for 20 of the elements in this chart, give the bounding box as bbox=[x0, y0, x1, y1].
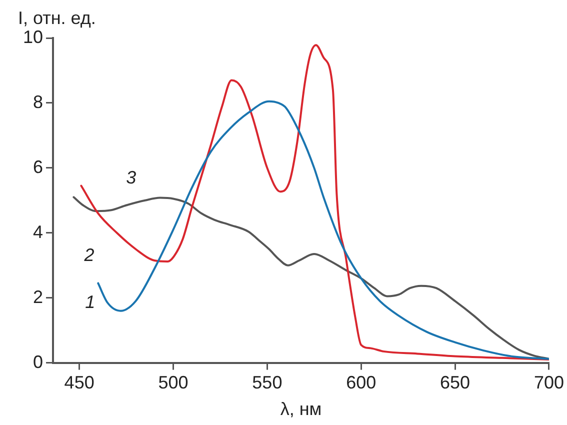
y-tick-label: 4 bbox=[33, 222, 44, 242]
y-tick-label: 10 bbox=[22, 26, 44, 47]
y-axis-title: I, отн. ед. bbox=[18, 8, 96, 28]
x-tick-label: 600 bbox=[346, 372, 376, 393]
y-tick-label: 2 bbox=[33, 286, 44, 307]
x-tick-label: 650 bbox=[440, 372, 470, 393]
series-label: 3 bbox=[126, 167, 136, 188]
y-tick-label: 0 bbox=[33, 352, 44, 372]
y-tick-label: 6 bbox=[33, 156, 44, 177]
series-label: 2 bbox=[83, 244, 94, 265]
line-series bbox=[80, 44, 549, 361]
x-tick-label: 500 bbox=[158, 372, 188, 393]
y-tick-label: 8 bbox=[33, 92, 44, 112]
x-tick-label: 700 bbox=[534, 372, 564, 393]
x-tick-label: 550 bbox=[252, 372, 282, 393]
x-tick-label: 450 bbox=[64, 372, 94, 393]
series-label: 1 bbox=[85, 292, 96, 312]
x-axis-title: λ, нм bbox=[280, 399, 322, 420]
line-series bbox=[97, 100, 549, 360]
line-series bbox=[72, 196, 549, 360]
